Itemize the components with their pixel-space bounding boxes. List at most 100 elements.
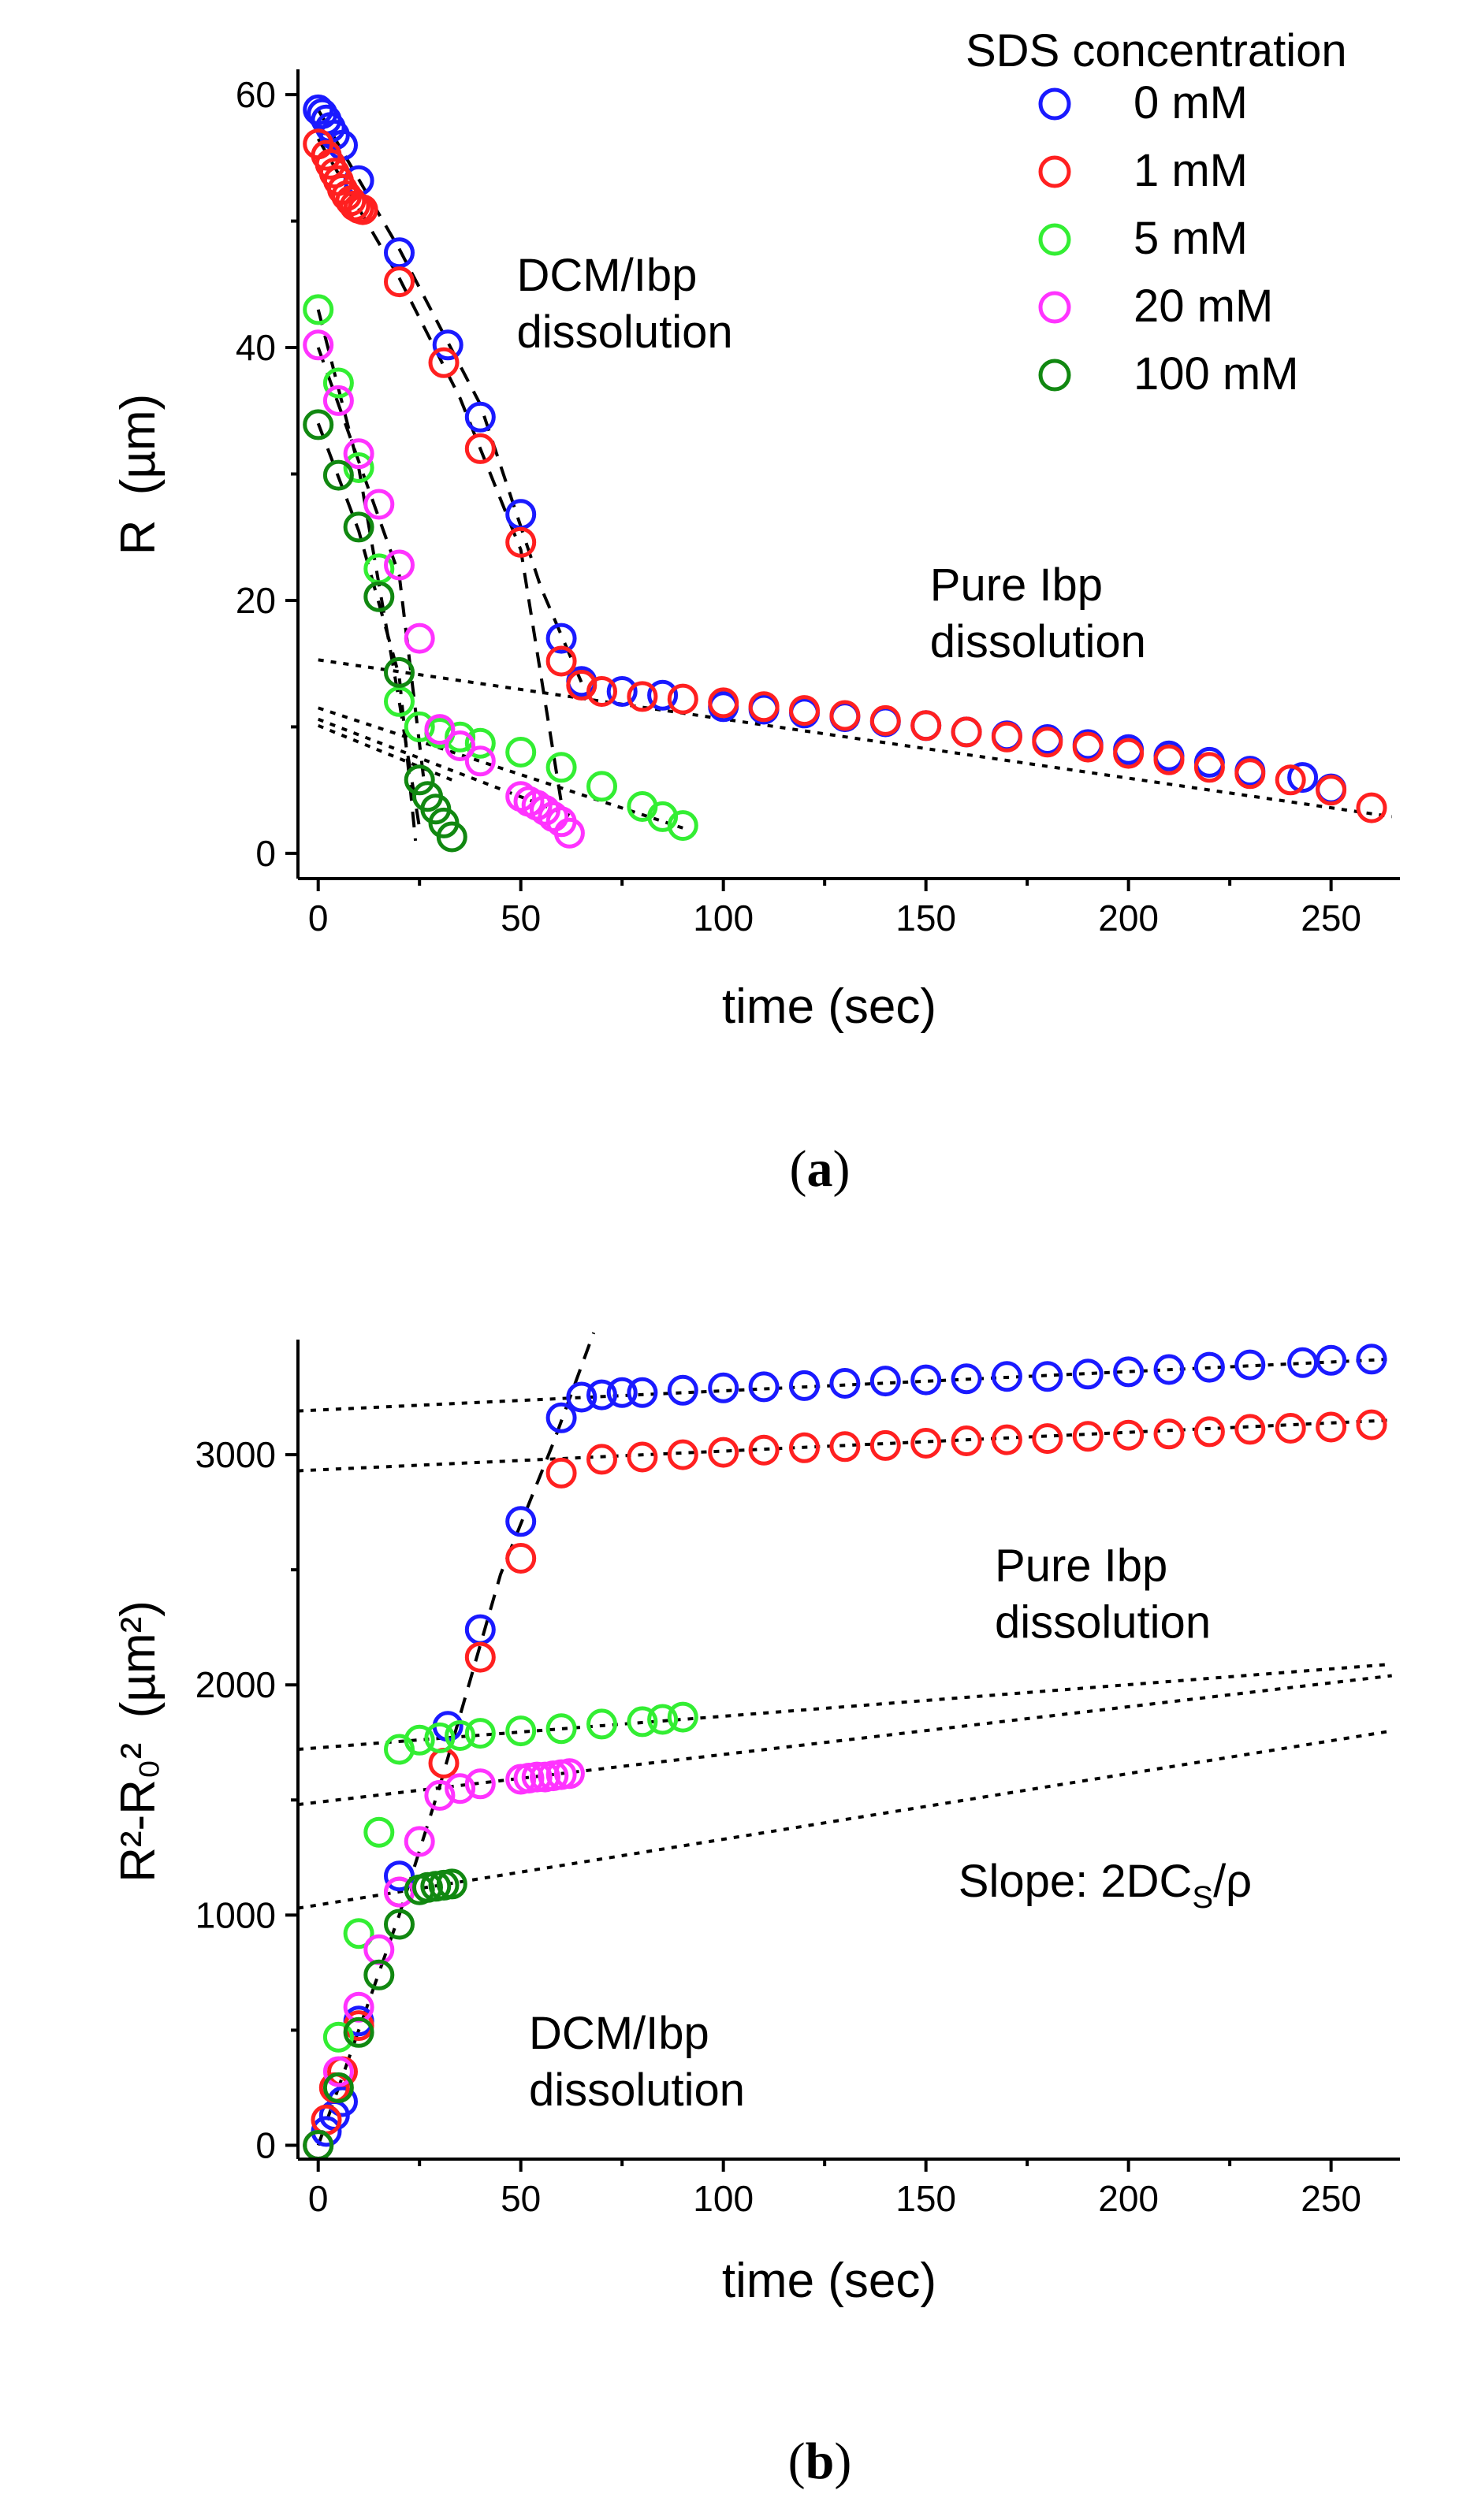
annotation-1: Pure Ibp dissolution <box>930 559 1146 667</box>
point <box>545 1457 577 1489</box>
point <box>303 329 334 361</box>
point <box>708 1437 739 1468</box>
legend-label: 20 mM <box>1134 281 1273 332</box>
point <box>347 194 378 225</box>
slope-note-text: Slope: 2DC <box>959 1856 1193 1907</box>
point <box>1316 1411 1347 1443</box>
point <box>384 686 415 717</box>
y-tick-label-1000: 1000 <box>195 1894 276 1935</box>
point <box>1234 758 1266 790</box>
point <box>404 764 435 796</box>
annotation-line: dissolution <box>517 307 733 358</box>
caption-b-letter: b <box>806 2433 835 2490</box>
point <box>586 771 617 802</box>
point <box>708 1372 739 1403</box>
x-tick-label-0: 0 <box>308 898 329 938</box>
point <box>436 821 467 853</box>
point <box>627 1377 658 1408</box>
caption-b: (b) <box>788 2433 852 2490</box>
point <box>404 1826 435 1857</box>
chart-a: 0 50 100 150 200 250 0 20 40 60 time (sec) R (µm)… <box>111 25 1400 1198</box>
annotation-line: Pure Ibp <box>995 1541 1167 1592</box>
point <box>545 645 577 677</box>
point <box>829 1431 861 1463</box>
point <box>363 489 395 520</box>
point <box>1316 1344 1347 1376</box>
point <box>1356 792 1387 823</box>
y-tick-label-40: 40 <box>236 327 276 368</box>
point <box>404 623 435 654</box>
point <box>1113 1419 1145 1451</box>
series-1-mM <box>303 1409 1387 2161</box>
fit-dotted-1 <box>297 1418 1392 1473</box>
point <box>363 581 395 612</box>
x-tick-label-0: 0 <box>308 2178 329 2219</box>
annotation-line: dissolution <box>995 1597 1211 1648</box>
y-tick-label-60: 60 <box>236 74 276 115</box>
legend: SDS concentration 0 mM 1 mM 5 mM 20 mM 100 m… <box>966 25 1347 400</box>
fit-dashed-0 <box>316 1332 596 2146</box>
point <box>404 711 435 742</box>
x-tick-label-100: 100 <box>693 2178 754 2219</box>
legend-label: 1 mM <box>1134 145 1248 196</box>
x-tick-label-50: 50 <box>501 898 541 938</box>
point <box>910 1428 942 1459</box>
x-tick-label-250: 250 <box>1301 2178 1361 2219</box>
point <box>322 459 354 491</box>
point <box>667 683 698 715</box>
series-100-mM <box>303 1868 467 2161</box>
point <box>445 721 476 753</box>
annotation-0: Pure Ibp dissolution <box>995 1541 1211 1648</box>
annotation-line: dissolution <box>529 2065 745 2116</box>
point <box>505 737 537 768</box>
point <box>545 623 577 654</box>
annotation-line: DCM/Ibp <box>529 2008 709 2059</box>
point <box>428 1748 460 1778</box>
y-tick-label-3000: 3000 <box>195 1434 276 1475</box>
legend-label: 0 mM <box>1134 77 1248 128</box>
point <box>951 1425 982 1456</box>
y-axis-label-b-unit: (µm²) <box>111 1600 166 1718</box>
point <box>1275 1413 1306 1444</box>
point <box>647 1704 679 1735</box>
y-axis-label-b: R²-R₀² (µm²) <box>111 1600 166 1883</box>
fit-dotted-0 <box>297 1357 1392 1413</box>
point <box>545 752 577 783</box>
series-100-mM <box>303 409 467 853</box>
point <box>667 810 698 842</box>
legend-marker <box>1038 223 1071 256</box>
point <box>424 1779 456 1811</box>
point <box>384 1909 415 1940</box>
legend-item: 1 mM <box>1038 145 1248 196</box>
point <box>553 1758 585 1790</box>
point <box>343 511 374 543</box>
slope-note-sub: S <box>1192 1880 1213 1915</box>
point <box>322 2072 354 2103</box>
annotation-line: dissolution <box>930 616 1146 667</box>
point <box>1356 1344 1387 1375</box>
legend-label: 5 mM <box>1134 213 1248 264</box>
point <box>384 1876 415 1908</box>
legend-marker <box>1038 291 1071 324</box>
annotation-0: DCM/Ibp dissolution <box>517 250 733 358</box>
point <box>667 1439 698 1470</box>
point <box>322 385 354 416</box>
point <box>1275 764 1306 796</box>
point <box>1032 1423 1063 1455</box>
point <box>428 347 460 378</box>
point <box>1072 731 1104 763</box>
point <box>464 1641 496 1673</box>
point <box>789 1370 820 1401</box>
point <box>1032 727 1063 758</box>
x-tick-label-100: 100 <box>693 898 754 938</box>
point <box>445 1720 476 1751</box>
point <box>553 817 585 849</box>
annotation-1: DCM/Ibp dissolution <box>529 2008 745 2116</box>
point <box>343 1918 374 1949</box>
annotation-line: Pure Ibp <box>930 559 1103 611</box>
point <box>322 2056 354 2087</box>
point <box>363 1959 395 1990</box>
fit-dotted-4 <box>297 1729 1393 1910</box>
